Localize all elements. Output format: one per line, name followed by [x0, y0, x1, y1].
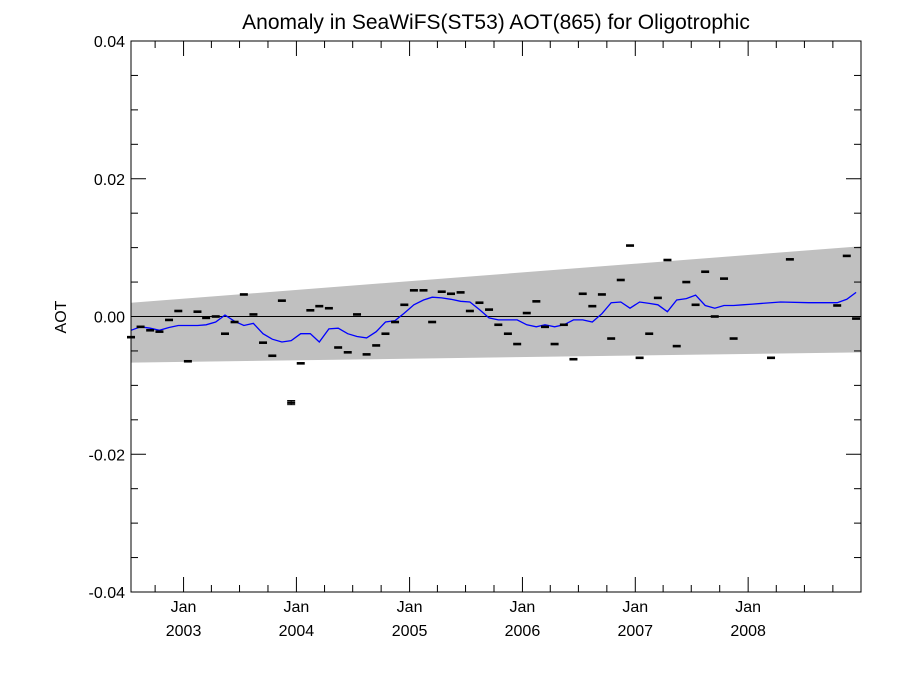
y-axis: 0.04 0.02 0.00 -0.02 -0.04 — [89, 34, 861, 602]
x-tick-label-year: 2007 — [617, 623, 653, 640]
x-tick-label-year: 2005 — [392, 623, 428, 640]
x-tick-label-year: 2006 — [505, 623, 541, 640]
y-tick-label: 0.04 — [94, 34, 125, 51]
plot-area — [127, 244, 861, 406]
uncertainty-band — [131, 246, 861, 363]
points-layer — [127, 244, 861, 406]
x-tick-label-month: Jan — [622, 599, 648, 616]
x-tick-label-year: 2003 — [166, 623, 202, 640]
x-tick-label-month: Jan — [510, 599, 536, 616]
x-tick-label-month: Jan — [284, 599, 310, 616]
y-tick-label: 0.00 — [94, 310, 125, 327]
trend-layer — [130, 291, 857, 343]
x-tick-label-year: 2004 — [279, 623, 315, 640]
x-axis: Jan 2003 Jan 2004 Jan 2005 Jan 2006 Jan 2007 Jan 20… — [154, 41, 834, 640]
trend-line-0 — [130, 291, 857, 343]
y-tick-label: -0.04 — [89, 585, 126, 602]
y-axis-label: AOT — [53, 300, 70, 333]
x-tick-label-month: Jan — [397, 599, 423, 616]
x-tick-label-month: Jan — [735, 599, 761, 616]
band-layer — [131, 246, 861, 363]
x-tick-label-month: Jan — [171, 599, 197, 616]
y-tick-label: -0.02 — [89, 447, 126, 464]
chart-title: Anomaly in SeaWiFS(ST53) AOT(865) for Ol… — [242, 11, 750, 34]
x-tick-label-year: 2008 — [730, 623, 766, 640]
y-tick-label: 0.02 — [94, 172, 125, 189]
